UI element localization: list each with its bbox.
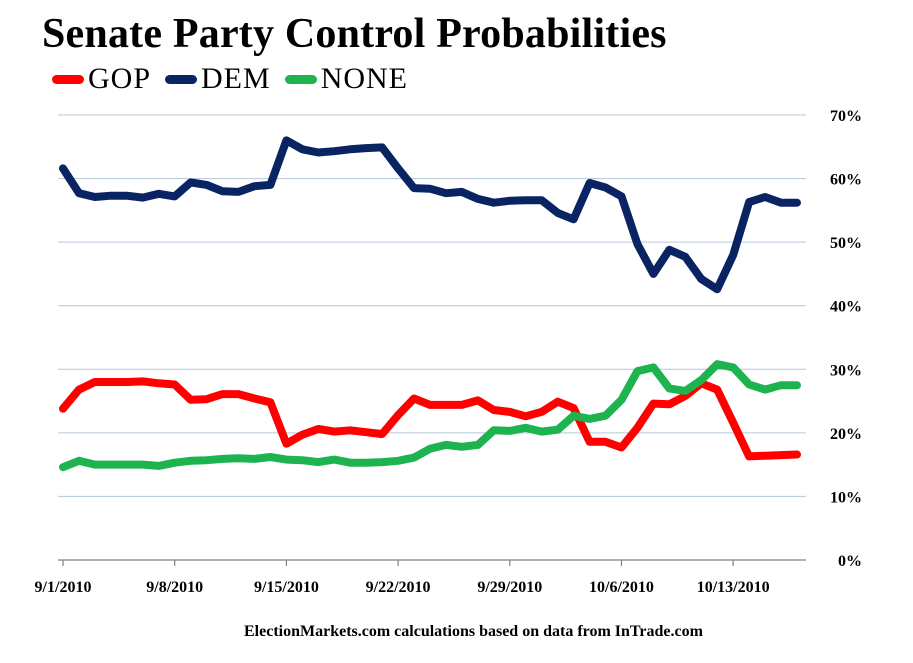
x-tick-label: 10/13/2010: [697, 579, 770, 596]
gridlines: [58, 114, 806, 497]
legend-label-none: NONE: [320, 62, 409, 95]
y-tick-label: 40%: [830, 299, 862, 316]
x-tick-labels: 9/1/2010 9/8/2010 9/15/2010 9/22/2010 9/29/2…: [35, 579, 770, 596]
x-tick-label: 9/22/2010: [366, 579, 431, 596]
legend-swatch-dem: [165, 74, 198, 84]
chart-title: Senate Party Control Probabilities: [42, 11, 667, 57]
y-tick-label: 70%: [830, 108, 862, 125]
x-tick-label: 9/8/2010: [146, 579, 203, 596]
y-tick-label: 50%: [830, 235, 862, 252]
x-axis: [58, 559, 806, 566]
legend-label-dem: DEM: [201, 62, 271, 95]
x-tick-label: 9/29/2010: [477, 579, 542, 596]
y-tick-label: 10%: [830, 489, 862, 506]
legend-swatch-gop: [52, 74, 84, 84]
x-tick-label: 10/6/2010: [589, 579, 654, 596]
y-tick-label: 30%: [830, 362, 862, 379]
y-tick-label: 0%: [838, 553, 862, 570]
legend: GOP DEM NONE: [52, 62, 422, 96]
legend-item-none: NONE: [284, 62, 409, 96]
x-tick-label: 9/1/2010: [35, 579, 92, 596]
legend-item-dem: DEM: [165, 62, 271, 96]
legend-swatch-none: [284, 74, 317, 84]
x-tick-label: 9/15/2010: [254, 579, 319, 596]
y-tick-labels: 0% 10% 20% 30% 40% 50% 60% 70%: [830, 108, 862, 570]
source-note: ElectionMarkets.com calculations based o…: [244, 623, 703, 640]
y-tick-label: 20%: [830, 426, 862, 443]
series-line-none: [59, 360, 801, 472]
series-line-dem: [59, 136, 801, 294]
series-line-gop: [59, 377, 801, 461]
series-lines: [59, 136, 801, 472]
y-tick-label: 60%: [830, 172, 862, 189]
legend-item-gop: GOP: [52, 62, 151, 96]
legend-label-gop: GOP: [88, 62, 152, 95]
